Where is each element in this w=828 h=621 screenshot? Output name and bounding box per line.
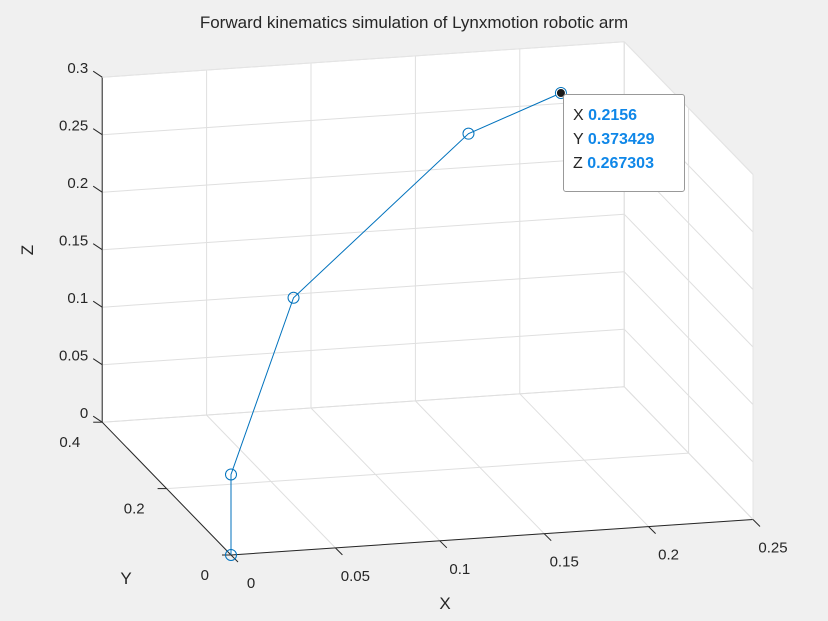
gridline-z-side	[623, 213, 754, 348]
z-tick-mark	[92, 185, 103, 193]
x-tick-mark	[648, 526, 656, 534]
z-tick-mark	[92, 300, 103, 308]
data-point	[462, 127, 475, 140]
datatip-y-value: 0.373429	[587, 131, 655, 148]
x-tick-label: 0.15	[550, 554, 579, 571]
gridline-z-back	[102, 328, 625, 366]
data-point	[225, 549, 237, 561]
z-tick-label: 0.05	[59, 348, 88, 365]
datatip-x-row: X 0.2156	[573, 104, 684, 128]
z-axis-label: Z	[18, 245, 37, 255]
data-point	[225, 468, 237, 481]
x-tick-mark	[543, 533, 552, 542]
y-tick-label: 0	[201, 567, 209, 584]
gridline-z-side	[623, 271, 754, 405]
x-tick-mark	[752, 519, 761, 527]
z-tick-mark	[92, 415, 103, 423]
gridline-z-back	[102, 386, 625, 423]
box-edge	[623, 41, 754, 175]
z-tick-label: 0.2	[67, 175, 88, 192]
z-tick-label: 0	[80, 405, 88, 422]
x-tick-label: 0.25	[758, 540, 787, 557]
y-tick-label: 0.4	[59, 434, 80, 451]
z-tick-mark	[92, 243, 103, 251]
datatip-z-row: Z 0.267303	[573, 152, 684, 176]
datatip-x-label: X	[573, 107, 584, 124]
z-tick-mark	[92, 358, 103, 366]
x-tick-label: 0.05	[341, 568, 370, 585]
x-tick-mark	[439, 540, 448, 549]
datatip-x-value: 0.2156	[588, 107, 638, 124]
y-axis-label: Y	[120, 569, 131, 588]
box-edge	[102, 41, 625, 78]
tick-labels: 0 0.05 0.1 0.15 0.2 0.2500.20.400.050.10.150.…	[59, 60, 788, 592]
x-axis-label: X	[439, 594, 450, 613]
gridline-z-side	[623, 328, 754, 463]
x-tick-label: 0	[247, 575, 255, 592]
z-tick-label: 0.1	[67, 290, 88, 307]
gridline-z-side	[623, 386, 754, 520]
datatip-z-label: Z	[573, 155, 583, 172]
data-tip[interactable]: X 0.2156 Y 0.373429 Z 0.267303	[563, 94, 685, 192]
datatip-y-row: Y 0.373429	[573, 128, 684, 152]
data-point	[554, 87, 567, 100]
x-tick-label: 0.2	[658, 547, 679, 564]
z-tick-label: 0.15	[59, 233, 88, 250]
series-line	[230, 92, 562, 555]
x-tick-label: 0.1	[449, 561, 470, 578]
x-tick-mark	[335, 547, 343, 556]
datatip-z-value: 0.267303	[587, 155, 654, 172]
z-tick-mark	[92, 128, 103, 136]
gridline-y-floor	[166, 452, 689, 490]
gridline-z-back	[102, 156, 625, 193]
z-tick-label: 0.25	[59, 118, 88, 135]
z-tick-label: 0.3	[67, 60, 88, 77]
chart-title: Forward kinematics simulation of Lynxmot…	[199, 13, 629, 32]
data-point	[287, 291, 300, 304]
gridline-z-back	[102, 98, 625, 136]
y-tick-label: 0.2	[124, 501, 145, 518]
series-layer	[225, 87, 567, 561]
x-tick-mark	[230, 554, 239, 563]
datatip-y-label: Y	[573, 131, 584, 148]
z-tick-mark	[92, 70, 103, 78]
gridline-z-back	[102, 271, 625, 308]
x-axis-line	[230, 519, 754, 556]
